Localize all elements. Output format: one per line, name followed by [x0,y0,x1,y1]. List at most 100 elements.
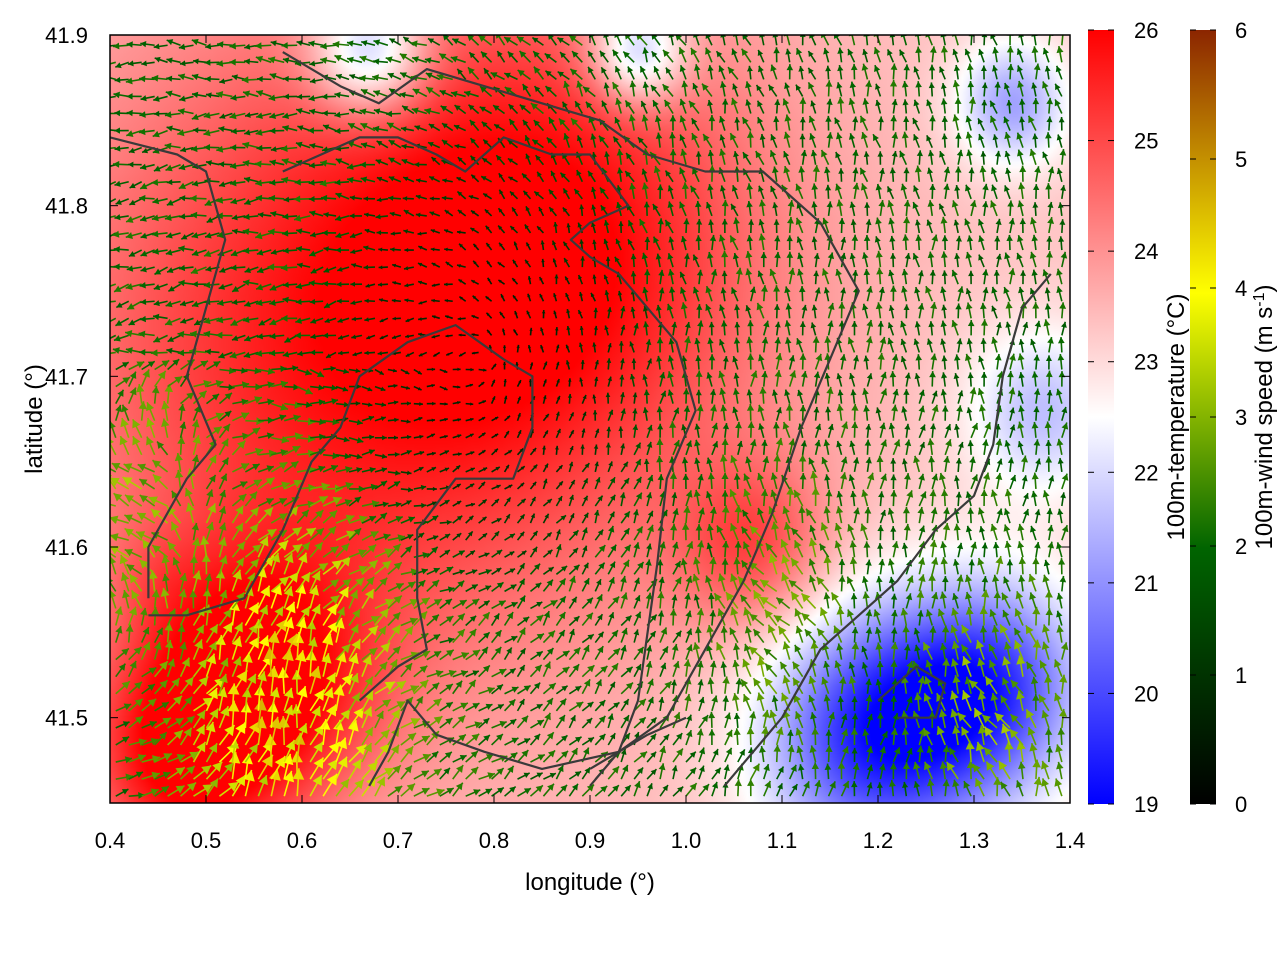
wind-arrow [283,770,295,797]
wind-arrow [837,761,846,780]
wind-arrow [749,711,757,729]
wind-arrow [671,765,678,780]
wind-arrow [711,767,722,780]
wind-arrow [295,617,307,643]
wind-arrow [874,626,882,643]
wind-arrow [670,679,677,694]
wind-arrow [504,737,519,746]
wind-arrow [862,728,870,746]
wind-arrow [452,782,464,797]
wind-arrow [439,751,453,763]
wind-arrow [179,727,193,746]
wind-arrow [283,617,295,643]
wind-arrow [750,763,761,780]
wind-arrow [925,659,934,677]
wind-arrow [972,763,985,780]
wind-arrow [205,778,219,797]
wind-arrow [999,623,1011,643]
wind-arrow [742,658,752,678]
temperature-colorbar-label: 100m-temperature (°C) [1163,293,1190,540]
wind-arrow [685,714,692,729]
wind-arrow [478,611,491,627]
wind-arrow [763,647,778,661]
wind-arrow [873,609,882,626]
colorbar-tick-label: 0 [1235,792,1247,817]
wind-arrow [503,765,515,780]
wind-arrow [821,676,830,695]
wind-arrow [875,642,883,660]
wind-arrow [110,589,117,609]
wind-arrow [877,712,884,728]
wind-arrow [983,726,998,746]
wind-arrow [804,628,817,644]
wind-arrow [1032,606,1041,626]
wind-arrow [439,767,451,780]
wind-arrow [633,629,640,643]
wind-arrow [720,626,728,643]
wind-arrow [426,768,442,780]
wind-arrow [890,627,898,643]
wind-arrow [426,614,440,627]
wind-arrow [167,695,183,712]
wind-arrow [942,779,950,797]
wind-arrow [851,747,858,763]
wind-arrow [478,734,491,746]
wind-arrow [981,714,998,729]
temperature-colorbar [1088,30,1114,804]
wind-arrow [1025,624,1037,643]
wind-arrow [361,654,372,677]
wind-arrow [1053,659,1063,678]
x-tick-label: 1.2 [863,828,894,853]
wind-arrow [782,675,791,694]
wind-arrow [374,698,392,712]
wind-arrow [733,728,741,746]
wind-arrow [646,783,653,797]
wind-arrow [1030,676,1039,694]
colorbar-tick-label: 6 [1235,18,1247,43]
wind-arrow [282,753,294,780]
wind-arrow [413,770,430,780]
wind-arrow [555,629,566,644]
wind-arrow [140,626,150,643]
wind-arrow [465,670,480,678]
wind-arrow [694,626,702,643]
wind-arrow [154,717,172,729]
wind-arrow [825,745,833,763]
wind-arrow [1002,609,1011,626]
wind-arrow [946,761,959,780]
wind-arrow [555,650,570,661]
wind-arrow [1029,743,1038,763]
wind-arrow [840,713,848,729]
wind-arrow [796,745,804,763]
wind-arrow [348,692,361,712]
wind-arrow [179,657,190,678]
wind-arrow [1025,661,1037,678]
wind-arrow [848,661,856,677]
wind-arrow [555,764,564,780]
wind-arrow [465,766,479,780]
wind-arrow [128,698,144,712]
wind-arrow [658,763,666,780]
wind-arrow [542,731,555,746]
wind-arrow [348,720,359,746]
wind-arrow [901,710,909,729]
wind-arrow [218,657,229,678]
wind-arrow [1009,713,1024,729]
wind-arrow [542,610,550,626]
wind-arrow [141,666,157,678]
wind-arrow [530,703,543,712]
wind-arrow [205,742,218,763]
wind-arrow [762,763,770,780]
wind-arrow [594,715,606,729]
wind-arrow [1045,746,1053,763]
wind-arrow [154,701,170,712]
wind-arrow [387,611,401,627]
wind-arrow [960,644,972,661]
wind-arrow [283,601,296,626]
wind-arrow [977,657,986,677]
wind-arrow [733,712,741,728]
wind-arrow [413,665,428,678]
wind-arrow [594,785,608,797]
wind-arrow [1041,641,1050,660]
wind-arrow [777,625,791,644]
